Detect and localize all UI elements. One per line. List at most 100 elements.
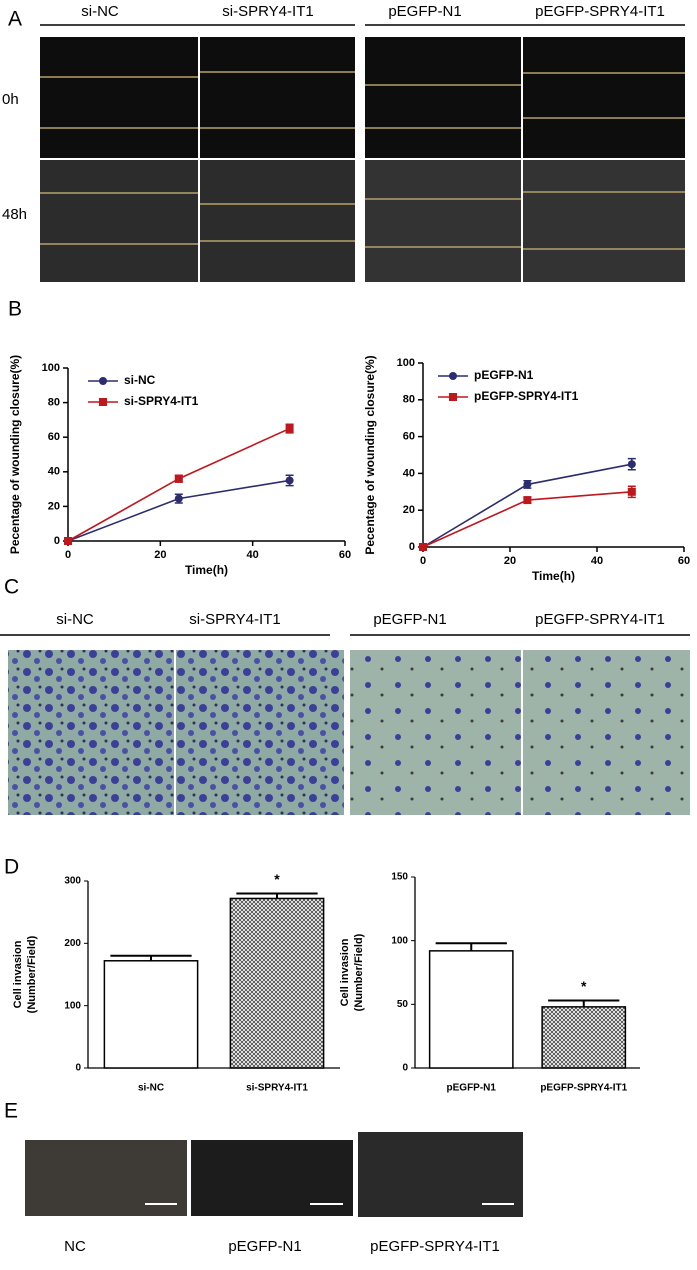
micrograph	[200, 37, 355, 158]
x-tick-label: si-NC	[138, 1083, 164, 1094]
y-tick-label: 100	[397, 357, 415, 369]
row-label: 48h	[2, 206, 27, 223]
legend-marker	[449, 393, 457, 401]
panel-label: C	[4, 576, 19, 599]
legend-marker	[99, 377, 107, 385]
micrograph	[40, 160, 198, 282]
micrograph	[358, 1132, 523, 1217]
micrograph	[365, 160, 521, 282]
caption: pEGFP-N1	[228, 1238, 301, 1255]
y-tick-label: 0	[75, 1063, 81, 1074]
marker	[523, 496, 532, 505]
marker	[627, 487, 636, 496]
column-header: pEGFP-SPRY4-IT1	[535, 3, 665, 20]
legend-marker	[99, 398, 107, 406]
y-tick-label: 40	[403, 467, 415, 479]
significance: *	[274, 871, 280, 887]
column-header: pEGFP-N1	[373, 611, 446, 628]
column-header: si-NC	[81, 3, 119, 20]
y-tick-label: 100	[64, 1000, 81, 1011]
error-bar	[435, 942, 507, 951]
micrograph	[8, 650, 174, 815]
y-axis-label: Pecentage of wounding closure(%)	[363, 355, 377, 554]
legend-label: si-SPRY4-IT1	[124, 394, 199, 408]
legend-label: pEGFP-N1	[474, 368, 534, 382]
bar	[541, 1006, 627, 1069]
error-bar	[110, 954, 192, 961]
y-tick-label: 20	[403, 504, 415, 516]
x-tick-label: 40	[247, 549, 259, 561]
column-header: si-SPRY4-IT1	[189, 611, 280, 628]
row-label: 0h	[2, 91, 19, 108]
series-line	[422, 463, 632, 548]
x-tick-label: pEGFP-N1	[447, 1083, 497, 1094]
y-tick-label: 300	[64, 876, 81, 887]
y-tick-label: 150	[391, 872, 408, 883]
column-header: pEGFP-SPRY4-IT1	[535, 611, 665, 628]
marker	[174, 494, 183, 503]
y-axis-label: Pecentage of wounding closure(%)	[8, 355, 22, 554]
bar	[103, 960, 199, 1069]
micrograph	[350, 650, 521, 815]
series-line	[67, 427, 290, 542]
micrograph	[200, 160, 355, 282]
legend-label: si-NC	[124, 373, 156, 387]
bar	[229, 897, 325, 1069]
caption: pEGFP-SPRY4-IT1	[370, 1238, 500, 1255]
micrograph	[365, 37, 521, 158]
panel-label: B	[8, 298, 22, 321]
marker	[627, 460, 636, 469]
caption: NC	[64, 1238, 86, 1255]
error-bar	[236, 892, 318, 899]
y-axis-label: Cell invasion	[12, 940, 24, 1008]
x-tick-label: 40	[591, 555, 603, 567]
x-tick-label: 60	[339, 549, 351, 561]
marker	[174, 474, 183, 483]
legend-label: pEGFP-SPRY4-IT1	[474, 389, 579, 403]
x-tick-label: 20	[504, 555, 516, 567]
y-tick-label: 60	[48, 431, 60, 443]
panel-e: E NC pEGFP-N1 pEGFP-SPRY4-IT1	[4, 1100, 523, 1255]
x-tick-label: 0	[420, 555, 426, 567]
series-line	[67, 479, 290, 542]
y-tick-label: 20	[48, 500, 60, 512]
y-tick-label: 0	[54, 535, 60, 547]
marker	[419, 543, 427, 551]
marker	[64, 537, 72, 545]
x-axis-label: Time(h)	[185, 563, 228, 577]
y-tick-label: 60	[403, 431, 415, 443]
y-axis-label: (Number/Field)	[26, 935, 38, 1013]
y-axis-label: Cell invasion	[339, 938, 351, 1006]
y-tick-label: 0	[409, 541, 415, 553]
y-tick-label: 100	[42, 362, 60, 374]
column-header: si-NC	[56, 611, 94, 628]
x-tick-label: 20	[154, 549, 166, 561]
micrograph	[523, 37, 685, 158]
y-tick-label: 80	[48, 397, 60, 409]
panel-label: D	[4, 856, 19, 879]
column-header: si-SPRY4-IT1	[222, 3, 313, 20]
bar	[428, 950, 514, 1069]
micrograph	[523, 160, 685, 282]
x-tick-label: si-SPRY4-IT1	[246, 1083, 308, 1094]
y-axis-label: (Number/Field)	[353, 933, 365, 1011]
column-header: pEGFP-N1	[388, 3, 461, 20]
error-bar	[548, 999, 620, 1007]
micrograph	[523, 650, 690, 815]
panel-c: C si-NC si-SPRY4-IT1 pEGFP-N1 pEGFP-SPRY…	[0, 576, 690, 815]
significance: *	[581, 978, 587, 994]
marker	[523, 480, 532, 489]
y-tick-label: 80	[403, 394, 415, 406]
marker	[285, 424, 294, 433]
wound-edges	[40, 71, 685, 250]
x-axis-label: Time(h)	[532, 569, 575, 583]
x-tick-label: 60	[678, 555, 690, 567]
y-tick-label: 200	[64, 938, 81, 949]
panel-a: A si-NC si-SPRY4-IT1 pEGFP-N1 pEGFP-SPRY…	[2, 3, 685, 282]
x-tick-label: pEGFP-SPRY4-IT1	[540, 1083, 627, 1094]
marker	[285, 476, 294, 485]
y-tick-label: 40	[48, 466, 60, 478]
micrograph	[40, 37, 198, 158]
